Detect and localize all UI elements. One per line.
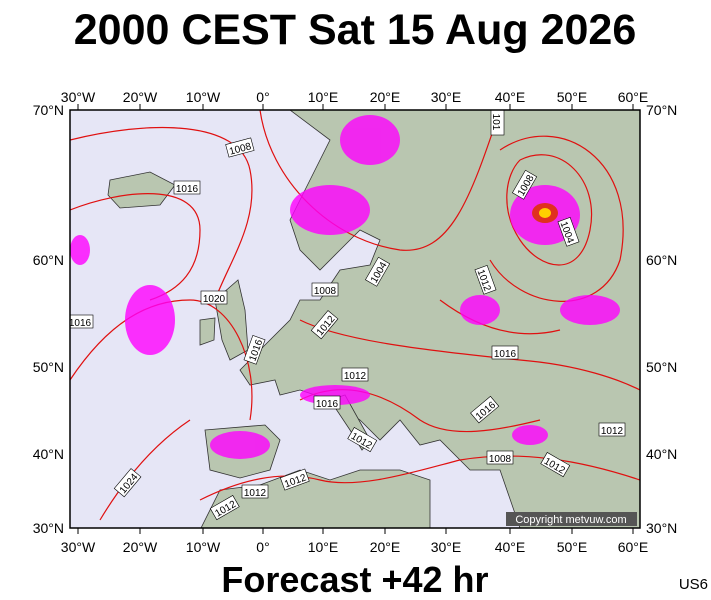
isobar-label-box xyxy=(209,495,240,521)
lon-label: 30°W xyxy=(61,89,96,105)
isobar-label: 1012 xyxy=(341,367,369,382)
isobar-label-box xyxy=(470,395,500,424)
isobar-label-text: 101 xyxy=(490,114,501,131)
isobar-label: 1016 xyxy=(173,180,201,195)
lon-label: 30°W xyxy=(61,539,96,555)
lon-label: 20°E xyxy=(370,539,401,555)
isobar-label: 1016 xyxy=(491,345,519,360)
isobar-label: 1008 xyxy=(486,450,514,465)
isobar-label: 1016 xyxy=(313,395,341,410)
isobar-label-text: 1020 xyxy=(203,294,226,305)
isobar-label-text: 1008 xyxy=(489,454,512,465)
map-area: 1008101610201016101610081004101210121016… xyxy=(69,110,640,528)
isobar-label-box xyxy=(113,468,142,498)
isobar-label-box xyxy=(486,450,514,465)
lat-label: 60°N xyxy=(646,252,677,268)
isobar-label-box xyxy=(243,335,266,365)
lon-label: 0° xyxy=(256,89,269,105)
isobar-label-box xyxy=(341,367,369,382)
lat-label: 70°N xyxy=(646,102,677,118)
isobar-label-box xyxy=(512,169,538,200)
isobar-label-text: 1008 xyxy=(314,286,337,297)
code-label: US6 xyxy=(679,576,708,593)
isobar-label: 1012 xyxy=(241,484,269,499)
lon-label: 60°E xyxy=(618,539,649,555)
isobar-label-box xyxy=(491,345,519,360)
forecast-label: Forecast +42 hr xyxy=(221,559,488,600)
copyright-box xyxy=(506,512,637,526)
lon-label: 50°E xyxy=(557,539,588,555)
lon-label: 10°E xyxy=(308,539,339,555)
isobar-label-box xyxy=(70,314,94,329)
isobar-label-box xyxy=(490,110,505,136)
lon-label: 30°E xyxy=(431,89,462,105)
isobar-label-box xyxy=(365,256,391,287)
isobar-label: 1016 xyxy=(69,314,94,329)
isobar-label-box xyxy=(310,310,339,340)
isobar-label-text: 1012 xyxy=(244,488,267,499)
isobar-labels: 1008101610201016101610081004101210121016… xyxy=(69,110,626,521)
isobar-label-box xyxy=(347,427,378,453)
lon-label: 40°E xyxy=(495,539,526,555)
precipitation xyxy=(70,115,620,459)
lon-label: 30°E xyxy=(431,539,462,555)
isobar-label-box xyxy=(280,468,310,491)
isobar-label-box xyxy=(225,137,255,158)
isobar-label-box xyxy=(311,282,339,297)
title: 2000 CEST Sat 15 Aug 2026 xyxy=(74,6,636,54)
isobar-label: 1008 xyxy=(311,282,339,297)
isobar-label-box xyxy=(557,217,580,247)
lat-label: 40°N xyxy=(646,446,677,462)
lon-label: 40°E xyxy=(495,89,526,105)
lon-label: 10°E xyxy=(308,89,339,105)
lon-label: 20°W xyxy=(123,539,158,555)
isobar-label-box xyxy=(313,395,341,410)
lat-label: 70°N xyxy=(33,102,64,118)
isobar-label: 1020 xyxy=(200,290,228,305)
map-frame xyxy=(69,109,641,529)
lat-label: 30°N xyxy=(646,520,677,536)
isobar-label-text: 1016 xyxy=(494,349,517,360)
lon-label: 20°W xyxy=(123,89,158,105)
lat-label: 50°N xyxy=(33,359,64,375)
lon-label: 20°E xyxy=(370,89,401,105)
isobar-label-text: 1016 xyxy=(316,399,339,410)
lon-label: 50°E xyxy=(557,89,588,105)
isobar-label-text: 1012 xyxy=(344,371,367,382)
isobar-label-text: 1012 xyxy=(601,426,624,437)
storm-core xyxy=(539,208,551,218)
copyright: Copyright metvuw.com xyxy=(515,514,626,526)
lat-label: 50°N xyxy=(646,359,677,375)
isobar-label-box xyxy=(474,265,497,295)
isobar-label: 101 xyxy=(490,110,505,136)
lon-label: 10°W xyxy=(186,89,221,105)
lat-label: 60°N xyxy=(33,252,64,268)
isobar-label-box xyxy=(200,290,228,305)
isobar-label-box xyxy=(241,484,269,499)
lat-label: 40°N xyxy=(33,446,64,462)
lon-label: 0° xyxy=(256,539,269,555)
isobar-label-text: 1016 xyxy=(176,184,199,195)
axes: 30°W 30°W 20°W 20°W 10°W 10°W 0° 0° 10°E 10°E 20°E… xyxy=(33,89,678,555)
isobar-label-box xyxy=(173,180,201,195)
isobar-label-box xyxy=(540,452,571,478)
isobar-label-text: 1016 xyxy=(69,318,92,329)
lon-label: 10°W xyxy=(186,539,221,555)
isobar-label: 1012 xyxy=(598,422,626,437)
lon-label: 60°E xyxy=(618,89,649,105)
isobar-label-box xyxy=(598,422,626,437)
lat-label: 30°N xyxy=(33,520,64,536)
